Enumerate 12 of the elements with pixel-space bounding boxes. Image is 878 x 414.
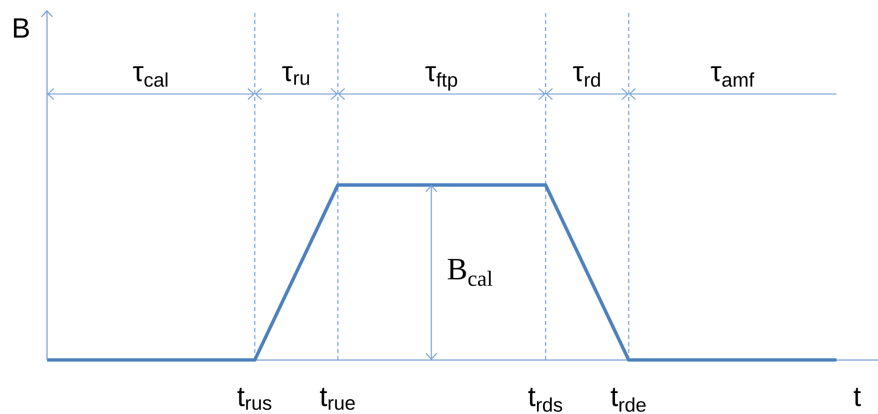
text: τ$_{ftp}$ (425, 66, 458, 91)
x-tick-label: t$_{rue}$ (320, 388, 355, 410)
text: τ$_{cal}$ (132, 66, 168, 87)
annotation: B$_{cal}$ (448, 258, 492, 286)
x-tick-label: t$_{rus}$ (237, 388, 272, 410)
x-axis-title: t (854, 388, 861, 406)
text: τ$_{amf}$ (710, 66, 754, 87)
x-tick-label: t$_{rds}$ (528, 388, 562, 412)
text: τ$_{rd}$ (573, 66, 600, 87)
text: B (14, 18, 29, 38)
x-tick-label: t$_{rde}$ (610, 388, 646, 412)
text: τ$_{ru}$ (282, 66, 309, 85)
